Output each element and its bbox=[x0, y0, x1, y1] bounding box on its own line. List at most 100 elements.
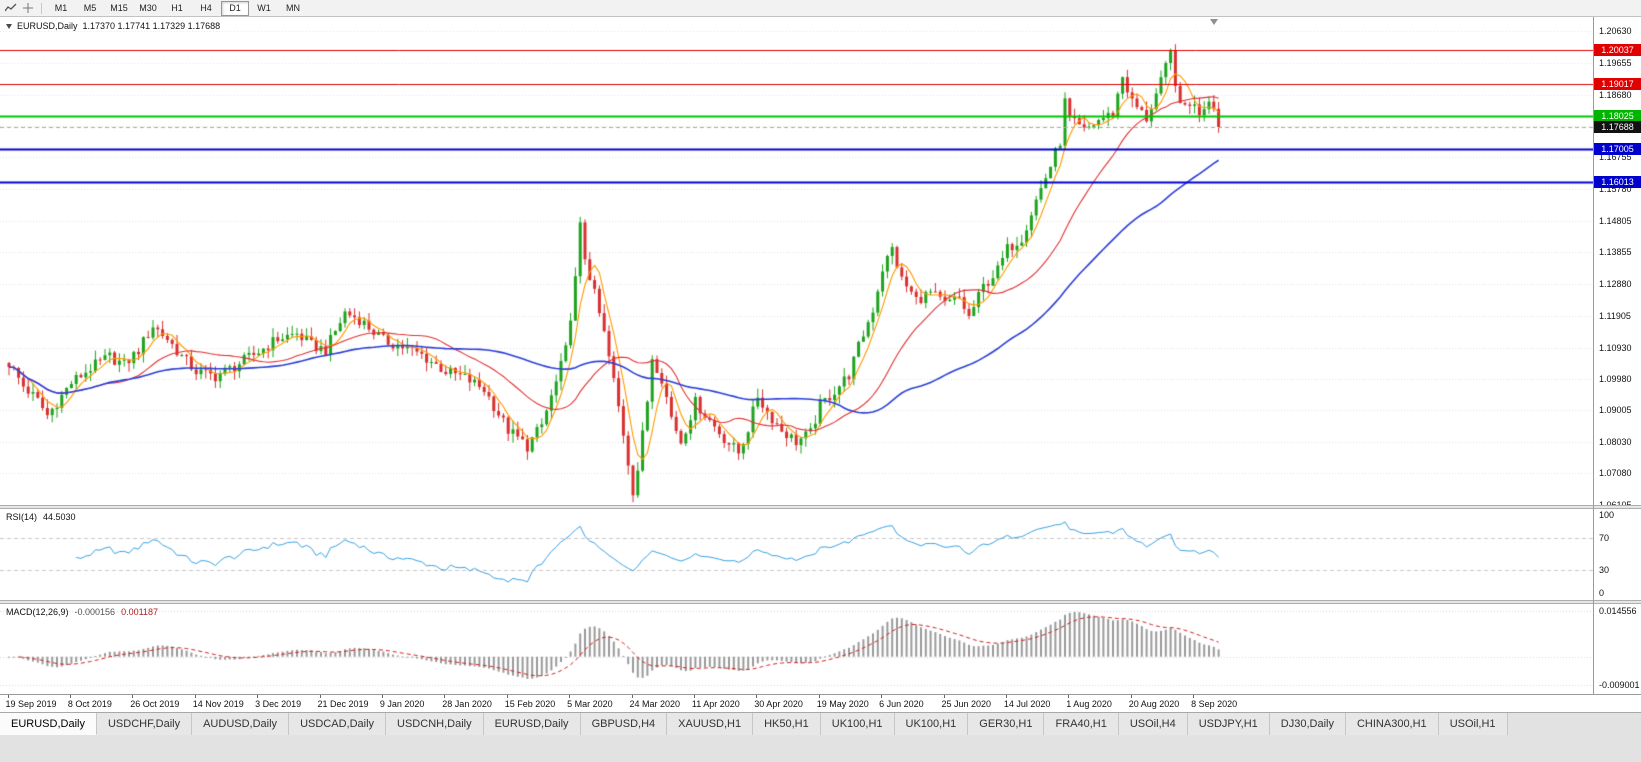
date-tick-mark bbox=[569, 695, 571, 698]
tab-usoil-h4[interactable]: USOil,H4 bbox=[1118, 713, 1188, 735]
price-tick: 1.09980 bbox=[1599, 373, 1632, 384]
price-tick: 1.19655 bbox=[1599, 57, 1632, 68]
main-chart-canvas[interactable] bbox=[0, 17, 1594, 505]
date-tick-mark bbox=[257, 695, 259, 698]
tab-audusd-daily[interactable]: AUDUSD,Daily bbox=[192, 713, 290, 735]
date-label: 6 Jun 2020 bbox=[879, 699, 924, 709]
price-level-label[interactable]: 1.17688 bbox=[1594, 121, 1641, 133]
timeframe-h4[interactable]: H4 bbox=[200, 2, 212, 13]
date-tick-mark bbox=[881, 695, 883, 698]
chart-symbol-label: EURUSD,Daily bbox=[17, 21, 78, 31]
tab-china300-h1[interactable]: CHINA300,H1 bbox=[1345, 713, 1439, 735]
price-tick: 1.11905 bbox=[1599, 310, 1631, 321]
price-level-label[interactable]: 1.16013 bbox=[1594, 175, 1641, 188]
timeframe-m5[interactable]: M5 bbox=[83, 2, 97, 13]
tab-usdjpy-h1[interactable]: USDJPY,H1 bbox=[1187, 713, 1270, 735]
time-axis[interactable]: 19 Sep 2019 8 Oct 2019 26 Oct 2019 14 Nov 2… bbox=[0, 694, 1641, 712]
timeframe-d1[interactable]: D1 bbox=[221, 0, 249, 16]
price-tick: 1.10930 bbox=[1599, 342, 1632, 353]
date-tick-mark bbox=[943, 695, 945, 698]
chart-ohlc-readout: EURUSD,Daily 1.17370 1.17741 1.17329 1.1… bbox=[6, 21, 220, 31]
tab-gbpusd-h4[interactable]: GBPUSD,H4 bbox=[580, 713, 668, 735]
tab-dj30-daily[interactable]: DJ30,Daily bbox=[1269, 713, 1346, 735]
tab-eurusd-daily[interactable]: EURUSD,Daily bbox=[483, 713, 581, 735]
tab-eurusd-daily[interactable]: EURUSD,Daily bbox=[0, 713, 97, 735]
timeframe-h1[interactable]: H1 bbox=[171, 2, 183, 13]
tab-xauusd-h1[interactable]: XAUUSD,H1 bbox=[667, 713, 754, 735]
macd-signal-value: 0.001187 bbox=[121, 607, 158, 617]
date-tick-mark bbox=[756, 695, 758, 698]
timeframe-w1[interactable]: W1 bbox=[257, 2, 271, 13]
tab-ger30-h1[interactable]: GER30,H1 bbox=[968, 713, 1045, 735]
main-chart-panel: EURUSD,Daily 1.17370 1.17741 1.17329 1.1… bbox=[0, 17, 1594, 505]
timeframe-m1[interactable]: M1 bbox=[54, 2, 68, 13]
date-tick-mark bbox=[1005, 695, 1007, 698]
date-label: 19 Sep 2019 bbox=[5, 699, 57, 709]
tab-uk100-h1[interactable]: UK100,H1 bbox=[820, 713, 895, 735]
date-label: 1 Aug 2020 bbox=[1066, 699, 1112, 709]
date-label: 24 Mar 2020 bbox=[629, 699, 681, 709]
date-label: 20 Aug 2020 bbox=[1128, 699, 1180, 709]
macd-panel: MACD(12,26,9) -0.000156 0.001187 bbox=[0, 604, 1594, 694]
macd-canvas[interactable] bbox=[0, 604, 1594, 694]
tab-usdchf-daily[interactable]: USDCHF,Daily bbox=[96, 713, 193, 735]
rsi-name: RSI(14) bbox=[6, 512, 38, 522]
timeframe-mn[interactable]: MN bbox=[286, 2, 300, 13]
price-level-label[interactable]: 1.18025 bbox=[1594, 110, 1641, 122]
date-label: 8 Sep 2020 bbox=[1191, 699, 1238, 709]
tab-uk100-h1[interactable]: UK100,H1 bbox=[894, 713, 969, 735]
date-tick-mark bbox=[132, 695, 134, 698]
panel-separator[interactable] bbox=[0, 505, 1641, 509]
timeframe-m30[interactable]: M30 bbox=[139, 2, 157, 13]
date-label: 30 Apr 2020 bbox=[754, 699, 803, 709]
date-tick-mark bbox=[631, 695, 633, 698]
date-label: 14 Nov 2019 bbox=[192, 699, 244, 709]
price-tick: 1.16755 bbox=[1599, 152, 1632, 163]
macd-label: MACD(12,26,9) -0.000156 0.001187 bbox=[6, 607, 158, 617]
chart-shift-marker[interactable] bbox=[1210, 19, 1218, 25]
toolbar-separator bbox=[41, 2, 42, 14]
tab-usoil-h1[interactable]: USOil,H1 bbox=[1438, 713, 1508, 735]
date-label: 26 Oct 2019 bbox=[130, 699, 180, 709]
tab-strip: EURUSD,Daily USDCHF,Daily AUDUSD,Daily USDC… bbox=[0, 713, 1641, 735]
panel-separator[interactable] bbox=[0, 600, 1641, 604]
macd-main-value: -0.000156 bbox=[74, 607, 116, 617]
chart-icon[interactable] bbox=[3, 2, 19, 15]
price-tick: 1.08030 bbox=[1599, 437, 1632, 448]
rsi-canvas[interactable] bbox=[0, 509, 1594, 600]
timeframe-toolbar: M1 M5 M15 M30 H1 H4 D1 W1 MN bbox=[0, 0, 1641, 17]
rsi-label: RSI(14) 44.5030 bbox=[6, 512, 76, 522]
tab-fra40-h1[interactable]: FRA40,H1 bbox=[1044, 713, 1119, 735]
rsi-scale-tick: 0 bbox=[1599, 588, 1605, 598]
price-tick: 1.13855 bbox=[1599, 247, 1632, 258]
tab-hk50-h1[interactable]: HK50,H1 bbox=[753, 713, 821, 735]
date-label: 8 Oct 2019 bbox=[67, 699, 112, 709]
date-tick-mark bbox=[319, 695, 321, 698]
date-tick-mark bbox=[1130, 695, 1132, 698]
crosshair-icon[interactable] bbox=[20, 2, 36, 15]
timeframe-m15[interactable]: M15 bbox=[110, 2, 128, 13]
date-label: 19 May 2020 bbox=[816, 699, 869, 709]
price-tick: 1.18680 bbox=[1599, 89, 1632, 100]
price-level-label[interactable]: 1.20037 bbox=[1594, 44, 1641, 57]
price-tick: 1.14805 bbox=[1599, 216, 1632, 227]
date-tick-mark bbox=[194, 695, 196, 698]
price-level-label[interactable]: 1.19017 bbox=[1594, 77, 1641, 90]
tab-usdcad-daily[interactable]: USDCAD,Daily bbox=[289, 713, 387, 735]
date-label: 21 Dec 2019 bbox=[317, 699, 369, 709]
date-tick-mark bbox=[444, 695, 446, 698]
tab-usdcnh-daily[interactable]: USDCNH,Daily bbox=[386, 713, 484, 735]
rsi-scale-tick: 70 bbox=[1599, 533, 1610, 544]
price-level-label[interactable]: 1.17005 bbox=[1594, 143, 1641, 156]
date-tick-mark bbox=[381, 695, 383, 698]
rsi-value: 44.5030 bbox=[43, 512, 76, 522]
date-label: 28 Jan 2020 bbox=[442, 699, 492, 709]
price-tick: 1.20630 bbox=[1599, 25, 1632, 36]
chevron-down-icon[interactable] bbox=[6, 23, 12, 29]
price-axis-border bbox=[1593, 17, 1594, 694]
date-tick-mark bbox=[7, 695, 9, 698]
timeframe-group: M1 M5 M15 M30 H1 H4 D1 W1 MN bbox=[47, 0, 307, 16]
date-label: 11 Apr 2020 bbox=[691, 699, 740, 709]
chart-tab-bar: EURUSD,Daily USDCHF,Daily AUDUSD,Daily USDC… bbox=[0, 712, 1641, 762]
